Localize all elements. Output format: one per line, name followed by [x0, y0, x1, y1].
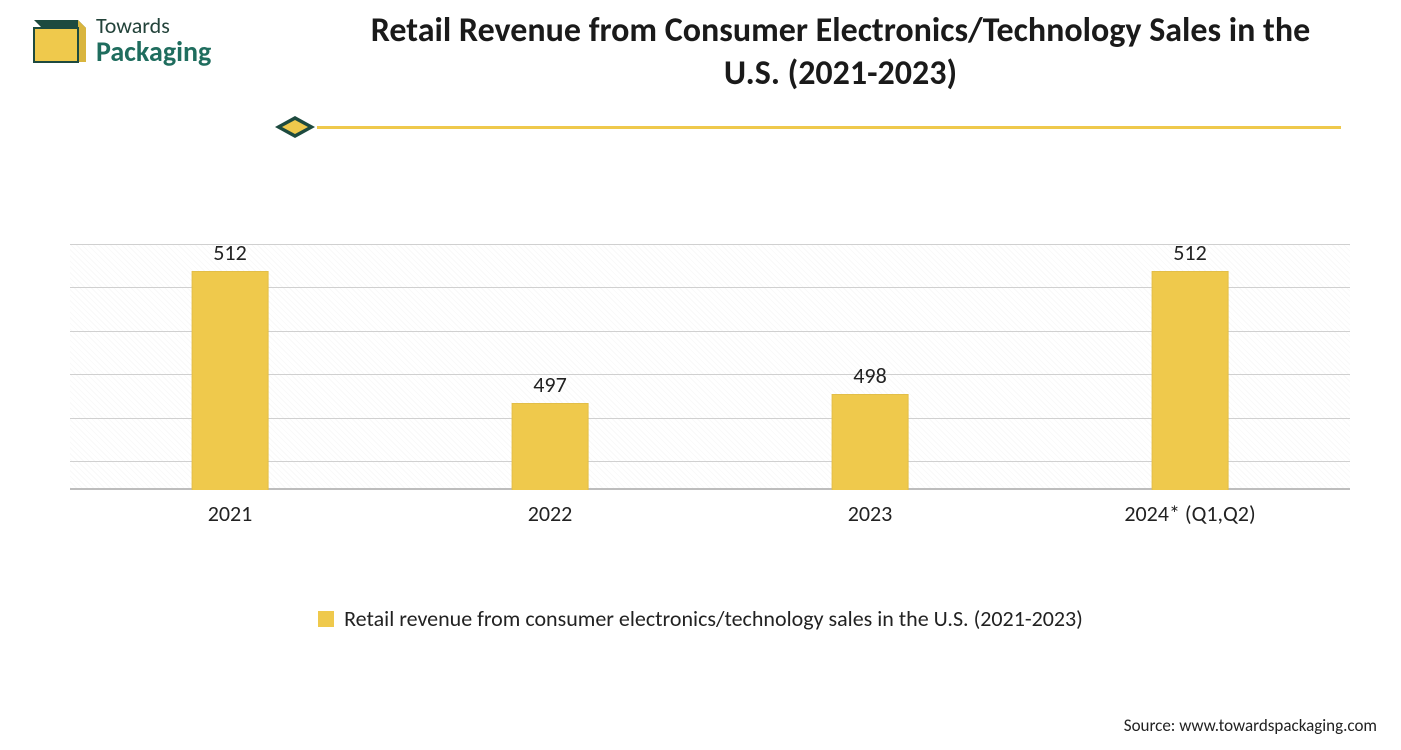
- brand-logo: Towards Packaging: [28, 14, 211, 66]
- bar-slot: 512: [70, 245, 390, 490]
- x-axis-label: 2021: [70, 500, 390, 540]
- bar-chart: 512 497 498 512 2021202220232024* (Q1,Q2): [70, 200, 1350, 540]
- title-rule-line: [317, 126, 1341, 129]
- bar: 497: [512, 403, 589, 491]
- legend: Retail revenue from consumer electronics…: [0, 605, 1401, 632]
- bar-value-label: 498: [853, 362, 886, 389]
- bar-value-label: 512: [1173, 239, 1206, 266]
- bar-value-label: 512: [213, 239, 246, 266]
- chart-title: Retail Revenue from Consumer Electronics…: [340, 10, 1341, 95]
- title-rule: [275, 112, 1341, 142]
- brand-logo-mark: [28, 14, 86, 66]
- brand-logo-line2: Packaging: [96, 37, 211, 66]
- x-axis-labels: 2021202220232024* (Q1,Q2): [70, 500, 1350, 540]
- title-rule-icon: [275, 112, 315, 142]
- bar-slot: 497: [390, 245, 710, 490]
- x-axis-label: 2022: [390, 500, 710, 540]
- bar-slot: 498: [710, 245, 1030, 490]
- legend-label: Retail revenue from consumer electronics…: [344, 605, 1083, 632]
- x-axis-label: 2024* (Q1,Q2): [1030, 500, 1350, 540]
- bar: 498: [832, 394, 909, 490]
- bar-slot: 512: [1030, 245, 1350, 490]
- legend-swatch: [318, 611, 334, 627]
- source-text: Source: www.towardspackaging.com: [1124, 715, 1377, 736]
- bar: 512: [1152, 271, 1229, 490]
- bar: 512: [192, 271, 269, 490]
- brand-logo-text: Towards Packaging: [96, 14, 211, 66]
- bar-value-label: 497: [533, 371, 566, 398]
- x-axis-label: 2023: [710, 500, 1030, 540]
- bars-container: 512 497 498 512: [70, 245, 1350, 490]
